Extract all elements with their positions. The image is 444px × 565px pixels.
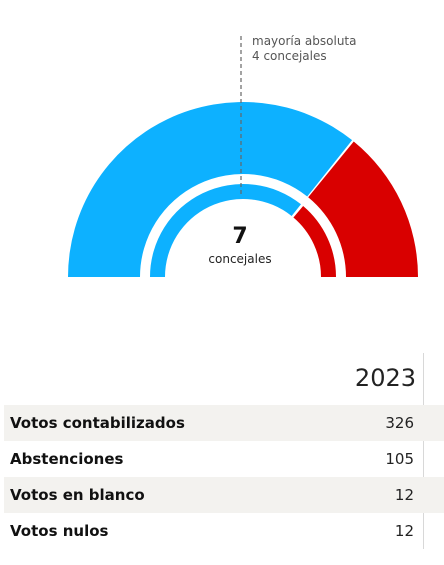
row-value: 12	[394, 522, 414, 540]
total-seats-label: concejales	[208, 252, 272, 266]
table-row: Votos en blanco 12	[4, 477, 444, 513]
majority-label: mayoría absoluta	[252, 34, 357, 48]
table-row: Votos nulos 12	[4, 513, 444, 549]
inner-segment-1	[293, 206, 336, 277]
row-label: Votos en blanco	[10, 486, 145, 504]
year-header: 2023	[354, 364, 416, 392]
hemicycle-chart	[68, 36, 418, 277]
total-seats-value: 7	[232, 224, 248, 249]
inner-ring	[150, 184, 336, 277]
row-value: 12	[394, 486, 414, 504]
inner-segment-0	[150, 184, 301, 277]
row-label: Abstenciones	[10, 450, 124, 468]
outer-segment-1	[308, 141, 418, 277]
row-label: Votos nulos	[10, 522, 109, 540]
table-divider	[423, 353, 424, 549]
outer-segment-0	[68, 102, 353, 277]
row-value: 326	[385, 414, 414, 432]
table-row: Abstenciones 105	[4, 441, 444, 477]
outer-ring	[68, 102, 418, 277]
majority-annotation: mayoría absoluta 4 concejales	[252, 34, 356, 64]
majority-seats-label: 4 concejales	[252, 49, 327, 63]
table-row: Votos contabilizados 326	[4, 405, 444, 441]
row-value: 105	[385, 450, 414, 468]
row-label: Votos contabilizados	[10, 414, 185, 432]
